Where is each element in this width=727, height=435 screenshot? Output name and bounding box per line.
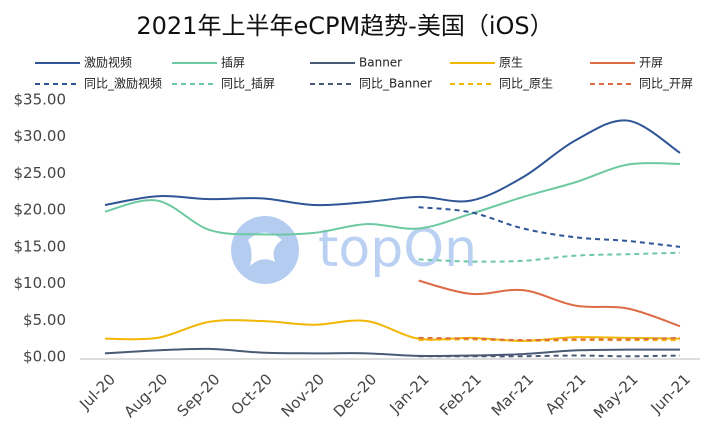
x-tick-label: Jun-21	[647, 370, 694, 417]
legend-label: 同比_开屏	[639, 77, 693, 91]
x-tick-group: Dec-20	[330, 370, 381, 421]
x-tick-label: Nov-20	[278, 370, 328, 420]
legend-label: 激励视频	[84, 55, 132, 70]
x-tick-label: Sep-20	[174, 370, 224, 420]
legend-label: Banner	[359, 56, 402, 70]
x-tick-label: Feb-21	[436, 370, 485, 419]
x-tick-group: Mar-21	[488, 370, 537, 419]
chart-title: 2021年上半年eCPM趋势-美国（iOS）	[136, 12, 553, 40]
legend-label: 原生	[499, 56, 523, 70]
y-tick-label: $15.00	[14, 237, 67, 255]
y-tick-label: $5.00	[23, 311, 66, 329]
legend-label: 同比_Banner	[359, 77, 432, 91]
series-line	[418, 279, 681, 328]
legend-label: 同比_原生	[499, 77, 553, 91]
legend-label: 同比_插屏	[221, 77, 275, 91]
x-tick-label: Jul-20	[75, 370, 119, 414]
x-tick-group: Oct-20	[227, 370, 275, 418]
x-tick-group: Aug-20	[121, 370, 172, 421]
y-tick-label: $20.00	[14, 201, 67, 219]
x-tick-label: Aug-20	[121, 370, 172, 421]
watermark: topOn	[318, 219, 477, 279]
y-tick-label: $25.00	[14, 164, 67, 182]
x-tick-label: Dec-20	[330, 370, 381, 421]
legend-label: 同比_激励视频	[84, 76, 162, 91]
series-line	[418, 336, 681, 342]
x-tick-group: Nov-20	[278, 370, 328, 420]
x-tick-group: Jul-20	[75, 370, 119, 414]
x-tick-group: Feb-21	[436, 370, 485, 419]
y-tick-label: $0.00	[23, 348, 66, 366]
series-line	[104, 119, 681, 207]
x-tick-group: Jun-21	[647, 370, 694, 417]
y-tick-label: $30.00	[14, 127, 67, 145]
series-line	[104, 162, 681, 236]
watermark-logo	[231, 216, 299, 284]
x-tick-group: May-21	[590, 370, 642, 422]
x-tick-group: Apr-21	[542, 370, 590, 418]
x-tick-group: Jan-21	[386, 370, 433, 417]
legend-label: 插屏	[221, 56, 245, 70]
series-line	[104, 347, 681, 358]
series-line	[418, 251, 681, 263]
x-tick-label: Jan-21	[386, 370, 433, 417]
x-tick-label: Mar-21	[488, 370, 537, 419]
series-line	[418, 206, 681, 248]
x-tick-label: May-21	[590, 370, 642, 422]
y-tick-label: $10.00	[14, 274, 67, 292]
y-tick-label: $35.00	[14, 91, 67, 109]
x-tick-label: Oct-20	[227, 370, 275, 418]
x-tick-group: Sep-20	[174, 370, 224, 420]
x-tick-label: Apr-21	[542, 370, 590, 418]
legend-label: 开屏	[639, 56, 663, 70]
series-line	[418, 354, 681, 358]
series-line	[104, 319, 681, 342]
